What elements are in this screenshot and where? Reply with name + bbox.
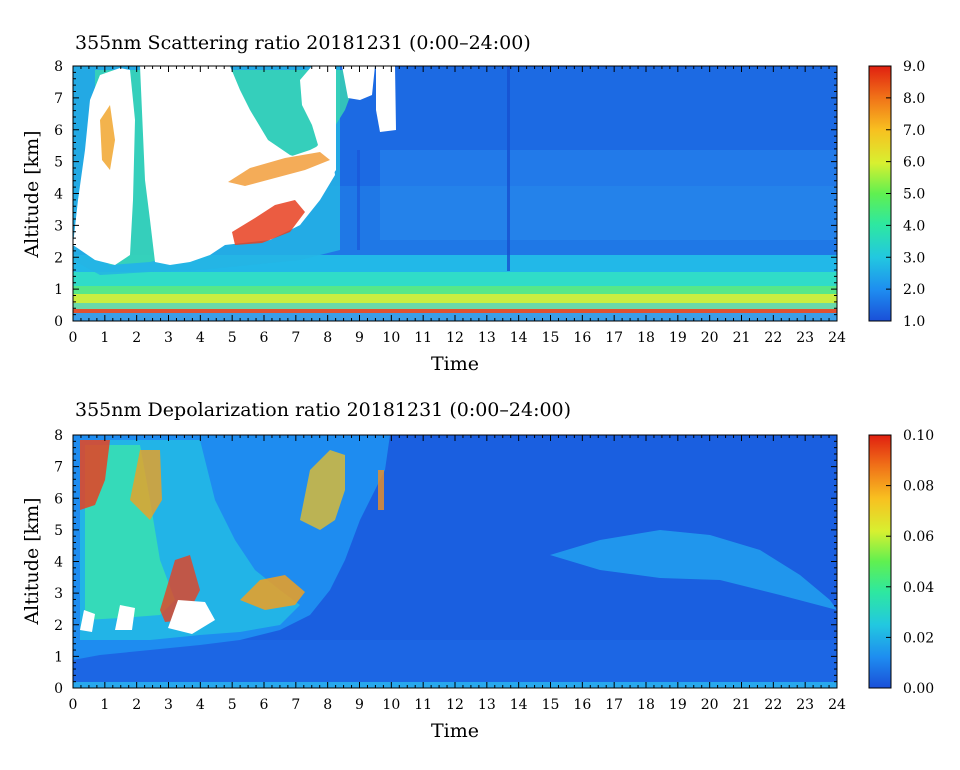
chart-1-ticks: 0 1 2 3 4 5 6 7 8 9 10 11 12 13 14 15 16 17 18 19 20 21 22 23 24… [54, 59, 846, 346]
x-tick-label: 11 [414, 330, 432, 346]
chart-2-title: 355nm Depolarization ratio 20181231 (0:0… [75, 399, 571, 421]
y-tick-label: 1 [54, 282, 63, 298]
colorbar-tick-label: 4.0 [903, 218, 925, 234]
x-tick-label: 9 [355, 330, 364, 346]
colorbar-tick-label: 0.02 [903, 630, 934, 646]
y-tick-label: 4 [54, 187, 63, 203]
x-tick-label: 4 [196, 330, 205, 346]
x-tick-label: 18 [637, 330, 655, 346]
x-tick-label: 19 [669, 697, 687, 713]
y-tick-label: 0 [54, 314, 63, 330]
x-tick-label: 11 [414, 697, 432, 713]
colorbar-tick-label: 8.0 [903, 91, 925, 107]
x-tick-label: 15 [542, 330, 560, 346]
chart-1-xlabel: Time [431, 353, 479, 375]
x-tick-label: 14 [510, 330, 528, 346]
x-tick-label: 23 [796, 697, 814, 713]
chart-1-ylabel: Altitude [km] [21, 130, 43, 258]
chart-2-colorbar [868, 434, 892, 689]
x-tick-label: 10 [382, 697, 400, 713]
x-tick-label: 17 [605, 330, 623, 346]
y-tick-label: 7 [54, 460, 63, 476]
y-tick-label: 8 [54, 59, 63, 75]
chart-2-colorbar-ticks: 0.00 0.02 0.04 0.06 0.08 0.10 [886, 428, 934, 697]
y-tick-label: 6 [54, 491, 63, 507]
chart-1-title: 355nm Scattering ratio 20181231 (0:00–24… [75, 32, 531, 54]
x-tick-label: 0 [69, 330, 78, 346]
x-tick-label: 24 [828, 697, 846, 713]
y-tick-label: 4 [54, 555, 63, 571]
colorbar-tick-label: 5.0 [903, 187, 925, 203]
colorbar-tick-label: 6.0 [903, 155, 925, 171]
x-tick-label: 10 [382, 330, 400, 346]
x-tick-label: 6 [260, 330, 269, 346]
x-tick-label: 12 [446, 697, 464, 713]
colorbar-tick-label: 2.0 [903, 282, 925, 298]
chart-1-colorbar-ticks: 1.0 2.0 3.0 4.0 5.0 6.0 7.0 8.0 9.0 [886, 59, 925, 330]
x-tick-label: 4 [196, 697, 205, 713]
x-tick-label: 6 [260, 697, 269, 713]
y-tick-label: 3 [54, 586, 63, 602]
x-tick-label: 12 [446, 330, 464, 346]
y-tick-label: 8 [54, 428, 63, 444]
y-tick-label: 2 [54, 618, 63, 634]
x-tick-label: 22 [764, 697, 782, 713]
x-tick-label: 7 [291, 697, 300, 713]
colorbar-tick-label: 9.0 [903, 59, 925, 75]
colorbar-tick-label: 0.00 [903, 681, 934, 697]
colorbar-tick-label: 0.06 [903, 529, 934, 545]
y-tick-label: 5 [54, 523, 63, 539]
y-tick-label: 7 [54, 91, 63, 107]
x-tick-label: 2 [132, 697, 141, 713]
chart-2-ylabel: Altitude [km] [21, 497, 43, 625]
x-tick-label: 3 [164, 697, 173, 713]
x-tick-label: 5 [228, 697, 237, 713]
x-tick-label: 16 [573, 697, 591, 713]
x-tick-label: 24 [828, 330, 846, 346]
x-tick-label: 1 [100, 697, 109, 713]
x-tick-label: 8 [323, 697, 332, 713]
chart-2-plot-area [73, 435, 837, 688]
y-tick-label: 6 [54, 123, 63, 139]
x-tick-label: 3 [164, 330, 173, 346]
y-tick-label: 5 [54, 155, 63, 171]
x-tick-label: 7 [291, 330, 300, 346]
x-tick-label: 2 [132, 330, 141, 346]
x-tick-label: 5 [228, 330, 237, 346]
colorbar-tick-label: 0.04 [903, 580, 934, 596]
x-tick-label: 16 [573, 330, 591, 346]
colorbar-tick-label: 1.0 [903, 314, 925, 330]
chart-2-xlabel: Time [431, 720, 479, 742]
x-tick-label: 21 [733, 697, 751, 713]
x-tick-label: 19 [669, 330, 687, 346]
chart-2-ticks: 0 1 2 3 4 5 6 7 8 9 10 11 12 13 14 15 16 17 18 19 20 21 22 23 24… [54, 428, 846, 713]
colorbar-tick-label: 0.08 [903, 479, 934, 495]
y-tick-label: 2 [54, 250, 63, 266]
x-tick-label: 0 [69, 697, 78, 713]
x-tick-label: 1 [100, 330, 109, 346]
x-tick-label: 9 [355, 697, 364, 713]
x-tick-label: 22 [764, 330, 782, 346]
y-tick-label: 0 [54, 681, 63, 697]
x-tick-label: 13 [478, 330, 496, 346]
colorbar-tick-label: 7.0 [903, 123, 925, 139]
x-tick-label: 20 [701, 330, 719, 346]
x-tick-label: 14 [510, 697, 528, 713]
colorbar-tick-label: 3.0 [903, 250, 925, 266]
y-tick-label: 3 [54, 218, 63, 234]
x-tick-label: 21 [733, 330, 751, 346]
x-tick-label: 23 [796, 330, 814, 346]
chart-1-plot-area [73, 66, 837, 321]
x-tick-label: 17 [605, 697, 623, 713]
y-tick-label: 1 [54, 649, 63, 665]
colorbar-tick-label: 0.10 [903, 428, 934, 444]
x-tick-label: 8 [323, 330, 332, 346]
x-tick-label: 20 [701, 697, 719, 713]
x-tick-label: 13 [478, 697, 496, 713]
x-tick-label: 18 [637, 697, 655, 713]
x-tick-label: 15 [542, 697, 560, 713]
